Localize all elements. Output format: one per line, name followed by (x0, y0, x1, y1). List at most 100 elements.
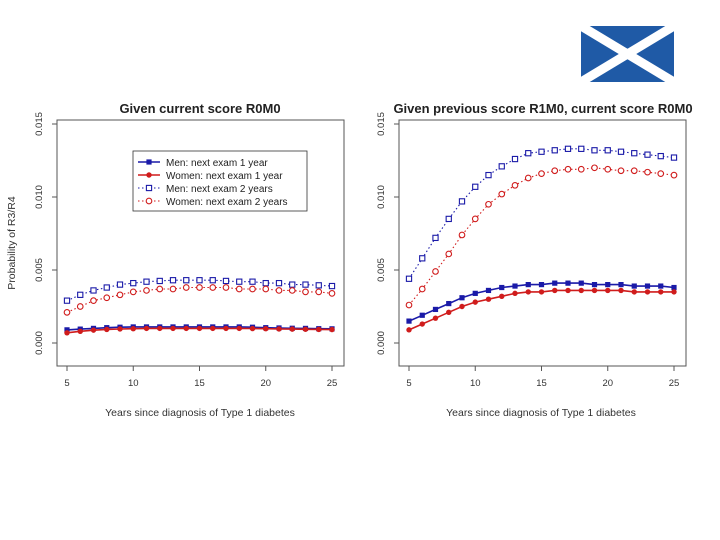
data-point (236, 325, 242, 332)
data-point (156, 285, 164, 293)
x-tick-label: 15 (194, 378, 205, 389)
legend-marker-swatch (145, 197, 153, 205)
data-point (209, 284, 217, 291)
data-point (196, 325, 203, 332)
data-point (472, 290, 478, 296)
data-point (262, 279, 269, 287)
x-tick-label: 5 (406, 378, 411, 389)
data-point (289, 281, 296, 288)
chart-left-title: Given current score R0M0 (119, 101, 280, 116)
data-point (157, 325, 163, 332)
data-point (551, 167, 559, 175)
data-point (657, 152, 664, 160)
data-point (458, 231, 466, 239)
data-point (302, 288, 309, 296)
data-point (617, 167, 625, 175)
data-point (104, 326, 110, 333)
y-tick-label: 0.005 (376, 258, 387, 282)
x-tick-label: 25 (327, 378, 338, 389)
data-point (209, 277, 216, 284)
data-point (249, 285, 256, 293)
data-point (605, 287, 611, 294)
data-point (459, 303, 465, 310)
legend-marker-swatch (145, 184, 153, 192)
data-point (644, 168, 651, 176)
data-point (328, 290, 336, 297)
data-point (538, 148, 545, 155)
chart-left-axes: 5 10 15 20 25 0.000 0.005 0.010 0.015 (34, 112, 337, 389)
data-point (552, 287, 558, 294)
data-point (103, 294, 111, 302)
data-point (406, 318, 412, 324)
data-point (249, 325, 256, 332)
data-point (564, 145, 572, 152)
data-point (578, 287, 584, 294)
data-point (671, 284, 677, 291)
data-point (129, 288, 137, 296)
legend-box (132, 150, 308, 212)
data-point (538, 282, 545, 288)
data-point (419, 312, 425, 318)
data-point (275, 279, 283, 287)
data-point (471, 215, 479, 223)
legend-label-women-2yr: Women: next exam 2 years (166, 197, 288, 208)
data-point (196, 284, 203, 291)
y-tick-label: 0.000 (376, 331, 387, 355)
x-tick-label: 20 (260, 378, 271, 389)
data-point (222, 277, 230, 285)
data-point (538, 170, 545, 177)
data-point (618, 287, 624, 294)
data-point (196, 277, 203, 284)
data-point (604, 147, 611, 154)
data-point (445, 250, 453, 258)
data-point (485, 287, 492, 294)
data-point (316, 326, 322, 333)
data-point (182, 284, 190, 291)
y-tick-label: 0.005 (34, 258, 45, 282)
y-tick-label: 0.010 (376, 185, 387, 209)
data-point (591, 287, 598, 294)
x-tick-label: 25 (669, 378, 680, 389)
data-point (525, 289, 531, 295)
data-point (169, 285, 177, 293)
chart-left-legend: Men: next exam 1 year Women: next exam 1… (132, 150, 308, 212)
data-point (63, 308, 71, 316)
data-point (405, 275, 413, 282)
data-point (446, 309, 452, 316)
data-point (618, 282, 624, 288)
data-point (302, 326, 309, 332)
data-point (591, 147, 598, 154)
chart-right-title: Given previous score R1M0, current score… (393, 101, 692, 116)
y-tick-label: 0.010 (34, 185, 45, 209)
data-point (472, 183, 479, 190)
data-point (459, 295, 465, 301)
chart-left-ylabel: Probability of R3/R4 (6, 196, 18, 290)
legend-label-men-2yr: Men: next exam 2 years (166, 184, 273, 195)
data-point (64, 330, 70, 336)
chart-right-series (405, 145, 678, 333)
chart-left-xlabel: Years since diagnosis of Type 1 diabetes (105, 407, 295, 419)
data-point (511, 181, 519, 189)
data-point (617, 148, 625, 155)
data-point (315, 288, 323, 296)
data-point (432, 268, 439, 275)
data-point (406, 327, 412, 333)
data-point (262, 285, 270, 293)
chart-left-series (63, 277, 336, 336)
data-point (90, 297, 97, 305)
data-point (63, 297, 71, 304)
data-point (671, 289, 677, 295)
data-point (499, 293, 505, 299)
chart-left-plot-box (56, 119, 345, 367)
data-point (644, 151, 651, 158)
data-point (458, 198, 466, 205)
data-point (670, 171, 678, 179)
data-point (524, 174, 532, 182)
data-point (64, 327, 70, 333)
data-point (472, 299, 478, 305)
data-point (222, 284, 230, 291)
data-point (302, 281, 309, 288)
data-point (223, 325, 229, 332)
data-point (130, 279, 137, 287)
